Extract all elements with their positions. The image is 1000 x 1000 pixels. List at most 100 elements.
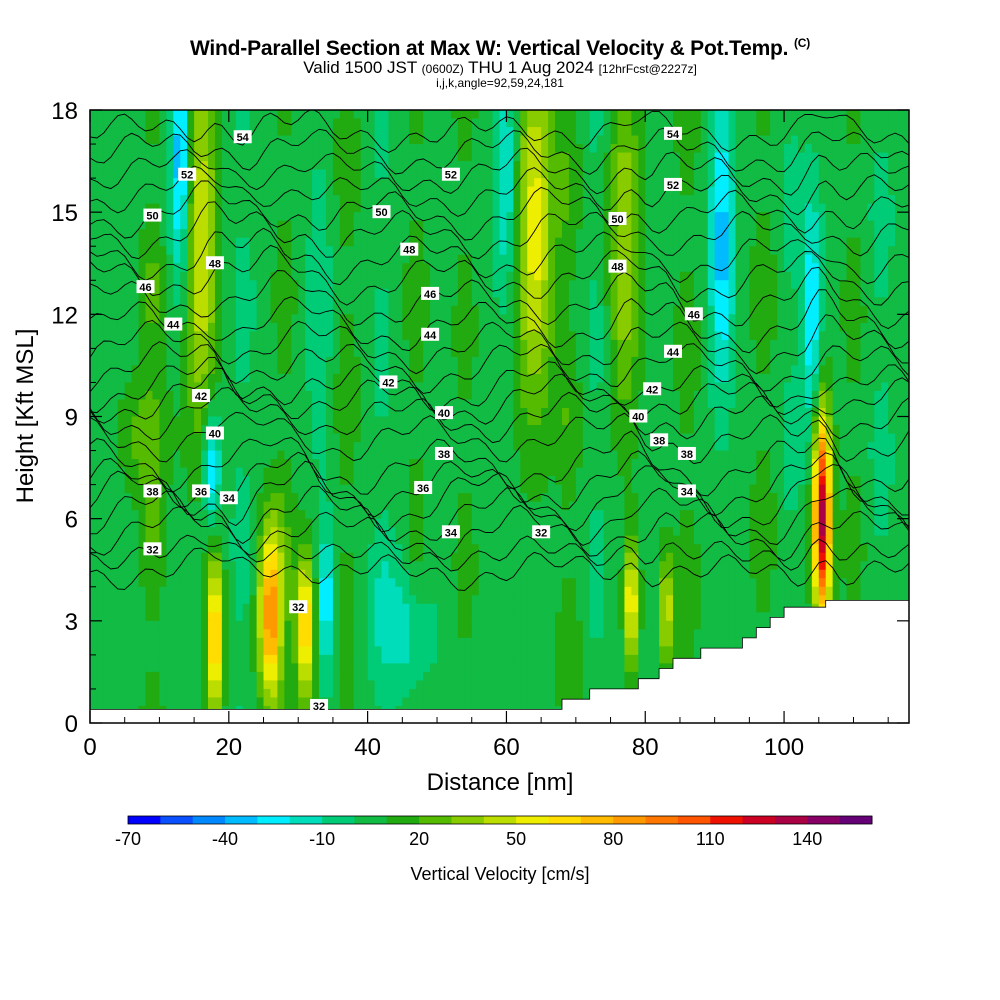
velocity-cell	[624, 365, 632, 375]
velocity-cell	[485, 195, 494, 205]
velocity-cell	[450, 135, 459, 145]
velocity-cell	[839, 203, 848, 213]
velocity-cell	[659, 271, 667, 281]
velocity-cell	[589, 331, 598, 341]
velocity-cell	[194, 314, 202, 324]
velocity-cell	[804, 161, 813, 171]
velocity-cell	[617, 305, 626, 315]
velocity-cell	[582, 382, 591, 392]
velocity-cell	[117, 271, 126, 281]
velocity-cell	[610, 178, 619, 188]
velocity-cell	[714, 348, 723, 358]
velocity-cell	[221, 407, 230, 418]
velocity-cell	[221, 212, 230, 222]
velocity-cell	[582, 203, 591, 213]
velocity-cell	[777, 254, 785, 264]
velocity-cell	[201, 373, 209, 384]
velocity-cell	[804, 203, 813, 213]
velocity-cell	[332, 459, 341, 469]
velocity-cell	[381, 314, 390, 324]
velocity-cell	[707, 271, 716, 281]
velocity-cell	[312, 331, 320, 341]
velocity-cell	[207, 450, 216, 460]
velocity-cell	[832, 237, 841, 247]
velocity-cell	[714, 220, 723, 230]
velocity-cell	[714, 195, 723, 205]
velocity-cell	[221, 178, 230, 188]
velocity-cell	[194, 450, 202, 460]
velocity-cell	[263, 416, 272, 426]
velocity-cell	[520, 246, 528, 256]
velocity-cell	[777, 348, 785, 358]
velocity-cell	[561, 288, 570, 298]
velocity-cell	[589, 297, 598, 307]
velocity-cell	[430, 135, 438, 145]
velocity-cell	[166, 118, 174, 128]
velocity-cell	[797, 425, 806, 435]
velocity-cell	[652, 373, 660, 384]
velocity-cell	[485, 331, 494, 341]
velocity-cell	[902, 442, 909, 452]
velocity-cell	[319, 203, 327, 213]
velocity-cell	[305, 382, 313, 392]
velocity-cell	[582, 212, 591, 222]
velocity-cell	[457, 339, 466, 349]
velocity-cell	[881, 356, 889, 367]
velocity-cell	[249, 467, 258, 477]
velocity-cell	[457, 135, 466, 145]
velocity-cell	[652, 135, 660, 145]
velocity-cell	[561, 365, 570, 375]
velocity-cell	[617, 178, 626, 188]
velocity-cell	[596, 365, 605, 375]
velocity-cell	[784, 127, 792, 137]
velocity-cell	[596, 356, 605, 367]
velocity-cell	[228, 110, 237, 120]
velocity-cell	[353, 186, 362, 196]
velocity-cell	[853, 356, 862, 367]
velocity-cell	[166, 467, 174, 477]
velocity-cell	[659, 390, 667, 401]
velocity-cell	[742, 373, 750, 384]
velocity-cell	[374, 195, 383, 205]
velocity-cell	[666, 331, 674, 341]
velocity-cell	[221, 297, 230, 307]
velocity-cell	[437, 127, 445, 137]
velocity-cell	[888, 305, 896, 315]
velocity-cell	[228, 254, 237, 264]
velocity-cell	[159, 186, 167, 196]
velocity-cell	[839, 416, 848, 426]
velocity-cell	[499, 110, 508, 120]
velocity-cell	[242, 399, 251, 409]
velocity-cell	[312, 169, 320, 179]
velocity-cell	[561, 407, 570, 418]
velocity-cell	[124, 135, 133, 145]
velocity-cell	[457, 263, 466, 273]
velocity-cell	[207, 135, 216, 145]
velocity-cell	[832, 339, 841, 349]
velocity-cell	[589, 203, 598, 213]
velocity-cell	[443, 416, 452, 426]
velocity-cell	[902, 118, 909, 128]
velocity-cell	[791, 237, 799, 247]
velocity-cell	[416, 263, 424, 273]
velocity-cell	[777, 144, 785, 154]
velocity-cell	[263, 280, 272, 290]
velocity-cell	[652, 288, 660, 298]
velocity-cell	[131, 186, 140, 196]
velocity-cell	[353, 254, 362, 264]
velocity-cell	[214, 169, 223, 179]
velocity-cell	[187, 229, 195, 239]
velocity-cell	[214, 118, 223, 128]
velocity-cell	[325, 373, 334, 384]
velocity-cell	[603, 280, 612, 290]
velocity-cell	[860, 152, 868, 162]
velocity-cell	[749, 322, 757, 332]
velocity-cell	[555, 263, 563, 273]
velocity-cell	[853, 110, 862, 120]
velocity-cell	[284, 407, 292, 418]
velocity-cell	[416, 399, 424, 409]
velocity-cell	[860, 110, 868, 120]
velocity-cell	[777, 450, 785, 460]
velocity-cell	[374, 220, 383, 230]
velocity-cell	[201, 118, 209, 128]
